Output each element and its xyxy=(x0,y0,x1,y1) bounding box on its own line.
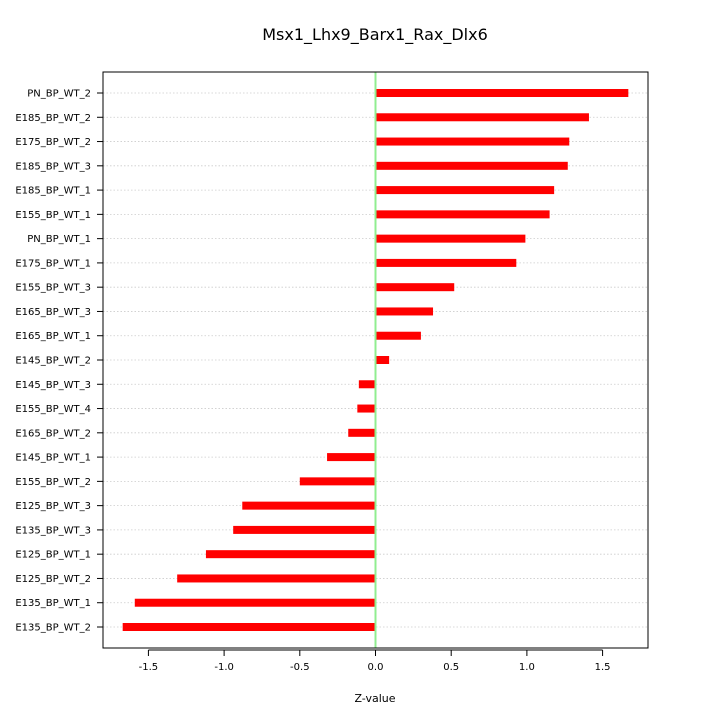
bar xyxy=(134,598,376,607)
bar xyxy=(242,501,376,510)
bar xyxy=(122,623,376,631)
y-tick-label: E145_BP_WT_1 xyxy=(15,453,91,464)
y-tick-label: E145_BP_WT_2 xyxy=(15,356,91,367)
y-tick-label: E125_BP_WT_3 xyxy=(15,501,91,512)
bar xyxy=(375,331,421,340)
bar xyxy=(375,137,570,146)
bar xyxy=(375,89,629,97)
x-tick-label: 0.0 xyxy=(368,662,384,673)
chart-title: Msx1_Lhx9_Barx1_Rax_Dlx6 xyxy=(262,25,488,45)
y-tick-label: E165_BP_WT_3 xyxy=(15,307,91,318)
y-tick-label: PN_BP_WT_1 xyxy=(27,234,91,245)
y-tick-label: E135_BP_WT_1 xyxy=(15,598,91,609)
bar xyxy=(375,283,455,292)
bar xyxy=(375,161,568,170)
x-tick-label: -1.5 xyxy=(139,662,159,673)
x-axis: -1.5 -1.0 -0.5 0.0 0.5 1.0 1.5 xyxy=(139,649,611,673)
bar xyxy=(233,525,376,534)
bar xyxy=(327,453,376,462)
bar xyxy=(358,380,376,389)
bar xyxy=(299,477,376,486)
y-tick-label: E175_BP_WT_2 xyxy=(15,137,91,148)
y-tick-label: PN_BP_WT_2 xyxy=(27,89,91,100)
x-tick-label: 0.5 xyxy=(443,662,459,673)
bar xyxy=(375,210,550,219)
y-tick-label: E155_BP_WT_3 xyxy=(15,283,91,294)
x-tick-label: 1.0 xyxy=(519,662,535,673)
y-tick-labels: PN_BP_WT_2 E185_BP_WT_2 E175_BP_WT_2 E185_B… xyxy=(15,89,103,634)
x-tick-label: -1.0 xyxy=(214,662,234,673)
y-tick-label: E125_BP_WT_2 xyxy=(15,574,91,585)
bar-layer xyxy=(122,89,629,631)
x-tick-label: -0.5 xyxy=(290,662,310,673)
x-tick-label: 1.5 xyxy=(595,662,611,673)
bar xyxy=(357,404,376,413)
y-tick-label: E175_BP_WT_1 xyxy=(15,258,91,269)
y-tick-label: E135_BP_WT_3 xyxy=(15,525,91,536)
y-tick-label: E165_BP_WT_1 xyxy=(15,331,91,342)
bar xyxy=(375,258,517,267)
y-tick-label: E185_BP_WT_1 xyxy=(15,186,91,197)
y-tick-label: E135_BP_WT_2 xyxy=(15,623,91,634)
bar xyxy=(375,113,589,122)
bar xyxy=(348,428,376,437)
bar xyxy=(375,234,526,243)
y-tick-label: E155_BP_WT_1 xyxy=(15,210,91,221)
bar xyxy=(375,186,555,195)
y-tick-label: E185_BP_WT_2 xyxy=(15,113,91,124)
y-tick-label: E145_BP_WT_3 xyxy=(15,380,91,391)
x-axis-label: Z-value xyxy=(354,692,395,705)
y-tick-label: E185_BP_WT_3 xyxy=(15,161,91,172)
y-tick-label: E165_BP_WT_2 xyxy=(15,428,91,439)
bar xyxy=(205,550,376,559)
y-tick-label: E125_BP_WT_1 xyxy=(15,550,91,561)
bar xyxy=(177,574,376,583)
y-tick-label: E155_BP_WT_4 xyxy=(15,404,91,415)
y-tick-label: E155_BP_WT_2 xyxy=(15,477,91,488)
bar xyxy=(375,356,390,364)
bar xyxy=(375,307,434,316)
